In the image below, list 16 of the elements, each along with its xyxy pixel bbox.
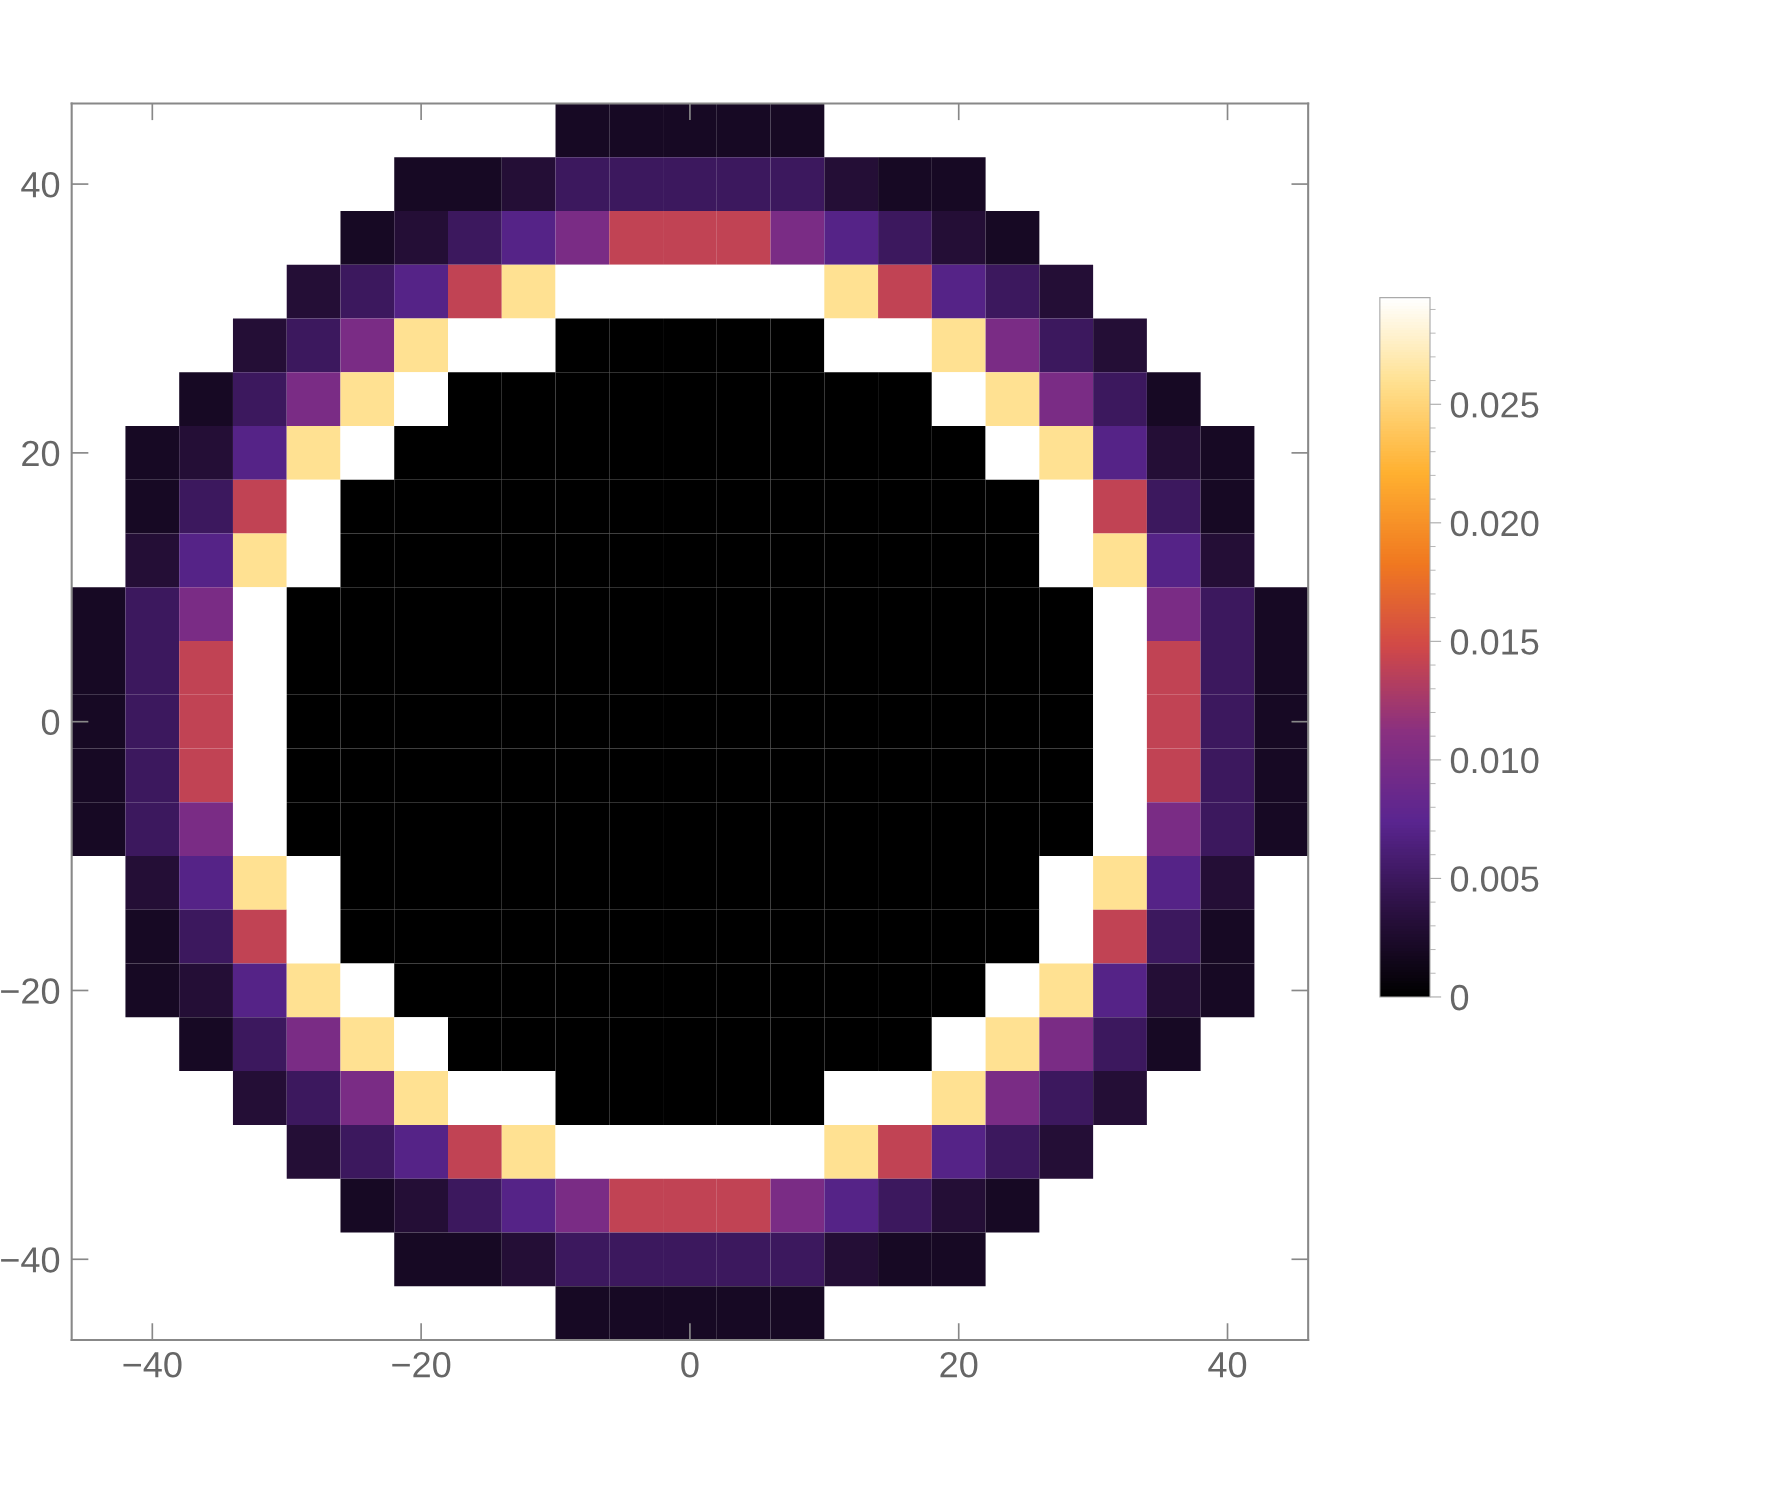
x-tick-label: 0 [681,1351,699,1378]
x-tick-label: 40 [1208,1351,1247,1378]
y-tick-label: 0 [41,709,60,736]
y-tick-label: 20 [22,440,60,467]
color-bar-label: 0.005 [1450,866,1539,892]
x-tick-label: −20 [392,1351,451,1378]
color-bar-label: 0.025 [1450,392,1539,418]
y-tick-label: −40 [1,1247,60,1273]
color-bar-label: 0.020 [1450,510,1539,537]
y-tick-label: −20 [1,978,60,1004]
color-bar-label: 0.010 [1450,747,1539,774]
color-bar-label: 0 [1450,984,1469,1011]
x-tick-label: 20 [940,1351,978,1378]
x-tick-label: −40 [123,1351,182,1378]
y-tick-label: 40 [21,171,60,198]
color-bar-label: 0.015 [1450,629,1539,655]
